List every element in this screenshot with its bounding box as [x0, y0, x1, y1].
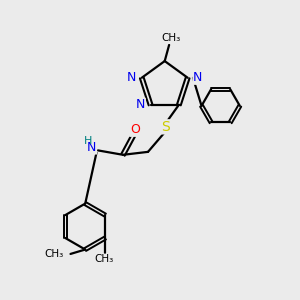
Text: N: N	[127, 71, 136, 84]
Text: H: H	[83, 136, 92, 146]
Text: N: N	[136, 98, 145, 111]
Text: N: N	[87, 141, 97, 154]
Text: CH₃: CH₃	[161, 33, 180, 43]
Text: N: N	[193, 71, 202, 84]
Text: CH₃: CH₃	[44, 249, 63, 259]
Text: S: S	[161, 120, 170, 134]
Text: CH₃: CH₃	[94, 254, 113, 264]
Text: O: O	[130, 123, 140, 136]
